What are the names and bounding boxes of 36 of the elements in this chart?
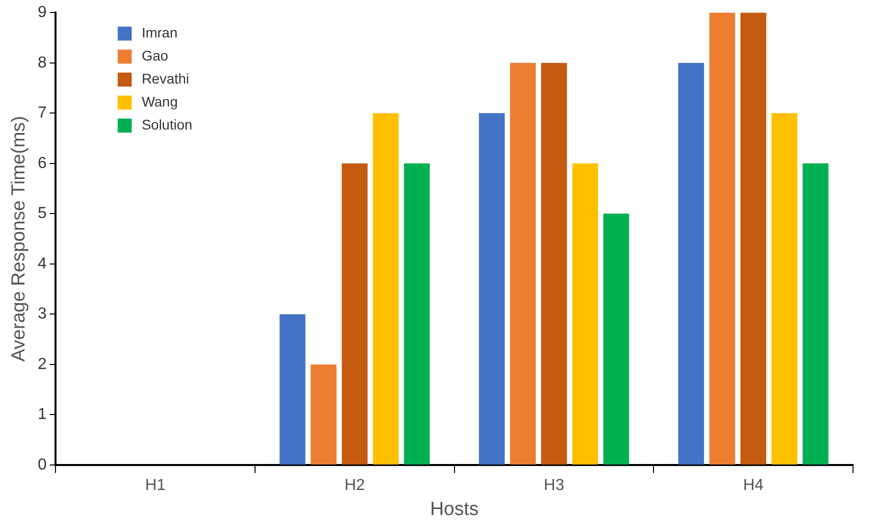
legend-label: Imran	[142, 24, 178, 40]
bar	[404, 163, 430, 464]
legend-label: Solution	[142, 116, 192, 132]
x-tick-label: H4	[743, 477, 764, 494]
bar	[772, 113, 798, 464]
x-tick-label: H2	[344, 477, 366, 494]
y-tick-label: 1	[38, 406, 47, 424]
bar	[709, 12, 736, 464]
bar	[372, 113, 399, 464]
x-tick-label: H1	[145, 477, 166, 494]
y-tick-label: 3	[38, 306, 47, 323]
bar	[510, 62, 536, 464]
x-tick-label: H3	[544, 477, 564, 494]
legend-label: Gao	[142, 47, 168, 64]
bar	[740, 12, 766, 464]
y-tick-label: 5	[38, 205, 47, 222]
y-tick-label: 7	[38, 104, 47, 122]
bar	[678, 62, 704, 464]
bar	[541, 62, 567, 464]
y-tick-label: 6	[38, 154, 47, 172]
y-tick-label: 0	[38, 456, 47, 474]
bar	[802, 163, 828, 464]
bar	[310, 364, 336, 464]
bar	[572, 163, 598, 464]
y-tick-label: 8	[38, 54, 47, 72]
bar	[280, 314, 306, 464]
bar	[603, 214, 630, 464]
y-tick-label: 2	[38, 356, 47, 373]
x-axis-title: Hosts	[430, 498, 479, 520]
bar	[478, 113, 505, 464]
legend-label: Revathi	[142, 70, 190, 86]
y-tick-label: 4	[38, 255, 47, 272]
legend-label: Wang	[142, 93, 178, 110]
y-axis-title: Average Response Time(ms)	[8, 116, 30, 362]
y-tick-label: 9	[38, 4, 47, 22]
bar	[342, 163, 368, 464]
